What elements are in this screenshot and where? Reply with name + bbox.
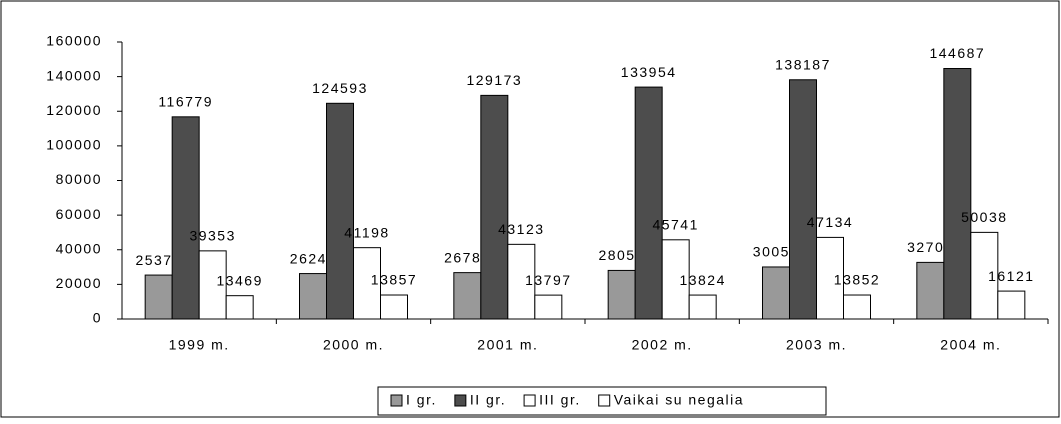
data-label: 13824 — [679, 272, 725, 288]
bar — [534, 294, 563, 320]
bar — [380, 294, 408, 320]
data-label: 45741 — [652, 217, 698, 233]
data-label: 124593 — [312, 80, 368, 96]
data-label: 13852 — [834, 272, 880, 288]
data-label: 16121 — [988, 268, 1034, 284]
data-label: 116779 — [158, 94, 213, 110]
bar — [762, 266, 790, 320]
data-label: 50038 — [961, 209, 1007, 225]
legend-swatch — [598, 394, 611, 407]
bar — [171, 116, 200, 320]
bar — [789, 79, 817, 320]
bar — [507, 243, 536, 320]
bar — [916, 261, 945, 320]
bar — [453, 272, 482, 320]
y-tick-label: 140000 — [46, 67, 102, 83]
y-tick-label: 100000 — [46, 137, 102, 153]
legend-swatch — [523, 394, 536, 407]
legend-label: I gr. — [406, 392, 437, 408]
legend-swatch — [390, 394, 403, 407]
data-label: 25377 — [135, 252, 181, 268]
data-label: 13857 — [371, 272, 417, 288]
x-tick-label: 2002 m. — [632, 337, 693, 353]
bar — [353, 247, 381, 320]
data-label: 133954 — [621, 64, 677, 80]
x-tick-label: 2000 m. — [323, 337, 384, 353]
x-tick-label: 2003 m. — [786, 337, 847, 353]
data-label: 26242 — [290, 250, 336, 266]
legend-label: Vaikai su negalia — [614, 392, 744, 408]
bar — [225, 295, 254, 320]
bar — [198, 250, 227, 320]
data-label: 28058 — [598, 247, 644, 263]
data-label: 30057 — [753, 244, 799, 260]
bar — [634, 86, 663, 320]
bar — [661, 239, 690, 320]
data-label: 43123 — [498, 221, 544, 237]
legend-label: III gr. — [539, 392, 581, 408]
data-label: 138187 — [775, 56, 831, 72]
y-tick-label: 160000 — [46, 33, 102, 49]
legend-label: II gr. — [470, 392, 506, 408]
bar — [943, 68, 972, 320]
x-tick-label: 1999 m. — [169, 337, 230, 353]
bar — [299, 273, 327, 320]
y-tick-label: 0 — [93, 310, 102, 326]
data-label: 26788 — [444, 249, 490, 265]
legend-swatch — [454, 394, 467, 407]
bar — [970, 231, 999, 320]
data-label: 32702 — [907, 239, 953, 255]
y-tick-label: 120000 — [46, 102, 102, 118]
data-label: 41198 — [344, 224, 389, 240]
data-label: 144687 — [929, 45, 985, 61]
bar — [843, 294, 871, 320]
bar — [144, 274, 173, 320]
data-label: 129173 — [466, 72, 522, 88]
y-tick-label: 60000 — [56, 206, 102, 222]
y-tick-label: 20000 — [56, 275, 102, 291]
x-tick-label: 2001 m. — [477, 337, 538, 353]
data-label: 47134 — [807, 214, 853, 230]
data-label: 13797 — [525, 272, 571, 288]
data-label: 13469 — [216, 272, 262, 288]
bar — [997, 290, 1026, 320]
bar — [607, 269, 636, 320]
bar — [688, 294, 717, 320]
bar — [816, 236, 844, 320]
y-tick-label: 40000 — [56, 240, 102, 256]
y-tick-label: 80000 — [56, 171, 102, 187]
x-tick-label: 2004 m. — [940, 337, 1001, 353]
data-label: 39353 — [189, 228, 235, 244]
bar — [480, 94, 509, 320]
bar — [326, 102, 354, 320]
